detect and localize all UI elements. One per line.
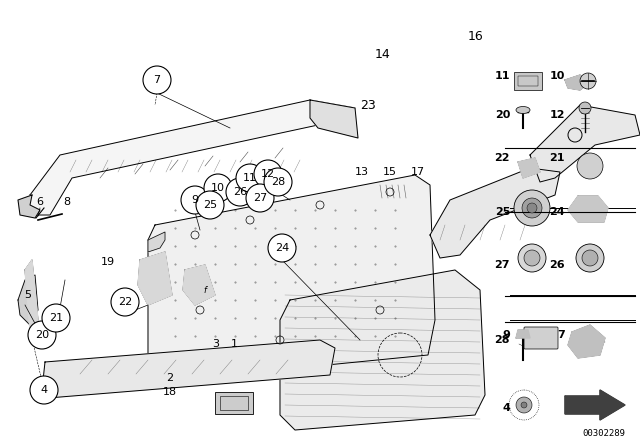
Text: 11: 11 [495, 71, 510, 81]
Text: 10: 10 [211, 183, 225, 193]
Text: 11: 11 [243, 173, 257, 183]
Polygon shape [530, 105, 640, 182]
Ellipse shape [516, 107, 530, 113]
Circle shape [518, 244, 546, 272]
Circle shape [579, 102, 591, 114]
Text: 22: 22 [118, 297, 132, 307]
Text: 20: 20 [35, 330, 49, 340]
Polygon shape [42, 340, 335, 398]
Text: 14: 14 [375, 47, 391, 60]
Bar [215, 392, 253, 414]
Text: 7: 7 [557, 330, 565, 340]
Polygon shape [430, 168, 560, 258]
Text: 8: 8 [63, 197, 70, 207]
Polygon shape [148, 232, 165, 252]
Text: 18: 18 [163, 387, 177, 397]
Circle shape [30, 376, 58, 404]
Polygon shape [310, 100, 358, 138]
Text: 10: 10 [550, 71, 565, 81]
Text: 7: 7 [154, 75, 161, 85]
Polygon shape [25, 260, 38, 330]
Circle shape [254, 160, 282, 188]
Text: 9: 9 [502, 330, 510, 340]
Circle shape [524, 250, 540, 266]
Circle shape [204, 174, 232, 202]
Circle shape [514, 190, 550, 226]
Circle shape [580, 73, 596, 89]
Text: 21: 21 [49, 313, 63, 323]
Circle shape [582, 250, 598, 266]
Bar [514, 72, 542, 90]
Text: 28: 28 [271, 177, 285, 187]
Circle shape [196, 191, 224, 219]
Polygon shape [138, 252, 172, 305]
Text: 19: 19 [101, 257, 115, 267]
Text: 13: 13 [355, 167, 369, 177]
Polygon shape [565, 390, 625, 420]
Polygon shape [183, 265, 215, 305]
Bar [518, 76, 538, 86]
Circle shape [527, 203, 537, 213]
Text: 5: 5 [24, 290, 31, 300]
Text: 24: 24 [549, 207, 565, 217]
Circle shape [521, 402, 527, 408]
Text: 3: 3 [212, 339, 220, 349]
Circle shape [28, 321, 56, 349]
Text: 23: 23 [360, 99, 376, 112]
Circle shape [577, 153, 603, 179]
Text: 28: 28 [495, 335, 510, 345]
Text: 12: 12 [550, 110, 565, 120]
Polygon shape [280, 270, 485, 430]
Text: 17: 17 [411, 167, 425, 177]
Text: 25: 25 [495, 207, 510, 217]
Polygon shape [148, 175, 435, 380]
Polygon shape [516, 330, 530, 338]
Text: 20: 20 [495, 110, 510, 120]
Circle shape [181, 186, 209, 214]
Text: 27: 27 [253, 193, 267, 203]
Text: 6: 6 [36, 197, 44, 207]
Circle shape [143, 66, 171, 94]
Bar [220, 396, 248, 410]
Circle shape [268, 234, 296, 262]
Text: 26: 26 [549, 260, 565, 270]
Circle shape [246, 184, 274, 212]
Text: 22: 22 [495, 153, 510, 163]
Polygon shape [518, 158, 540, 178]
Text: 00302289: 00302289 [582, 429, 625, 438]
Text: 9: 9 [191, 195, 198, 205]
Text: 27: 27 [495, 260, 510, 270]
Polygon shape [18, 275, 38, 325]
Polygon shape [30, 100, 355, 215]
Text: 1: 1 [230, 339, 237, 349]
Text: ■: ■ [587, 207, 593, 213]
Text: 4: 4 [502, 403, 510, 413]
Text: 25: 25 [203, 200, 217, 210]
Text: 16: 16 [468, 30, 484, 43]
Text: 26: 26 [233, 187, 247, 197]
Polygon shape [568, 196, 608, 222]
Text: f: f [204, 285, 207, 294]
Text: 12: 12 [261, 169, 275, 179]
Text: 21: 21 [550, 153, 565, 163]
Text: 4: 4 [40, 385, 47, 395]
Polygon shape [565, 75, 590, 90]
Circle shape [42, 304, 70, 332]
Circle shape [111, 288, 139, 316]
Polygon shape [18, 195, 40, 218]
Text: 24: 24 [275, 243, 289, 253]
Circle shape [236, 164, 264, 192]
Circle shape [522, 198, 542, 218]
Circle shape [576, 244, 604, 272]
Circle shape [226, 178, 254, 206]
Text: 15: 15 [383, 167, 397, 177]
Circle shape [516, 397, 532, 413]
Circle shape [264, 168, 292, 196]
Text: 2: 2 [166, 373, 173, 383]
Polygon shape [568, 325, 605, 358]
FancyBboxPatch shape [524, 327, 558, 349]
